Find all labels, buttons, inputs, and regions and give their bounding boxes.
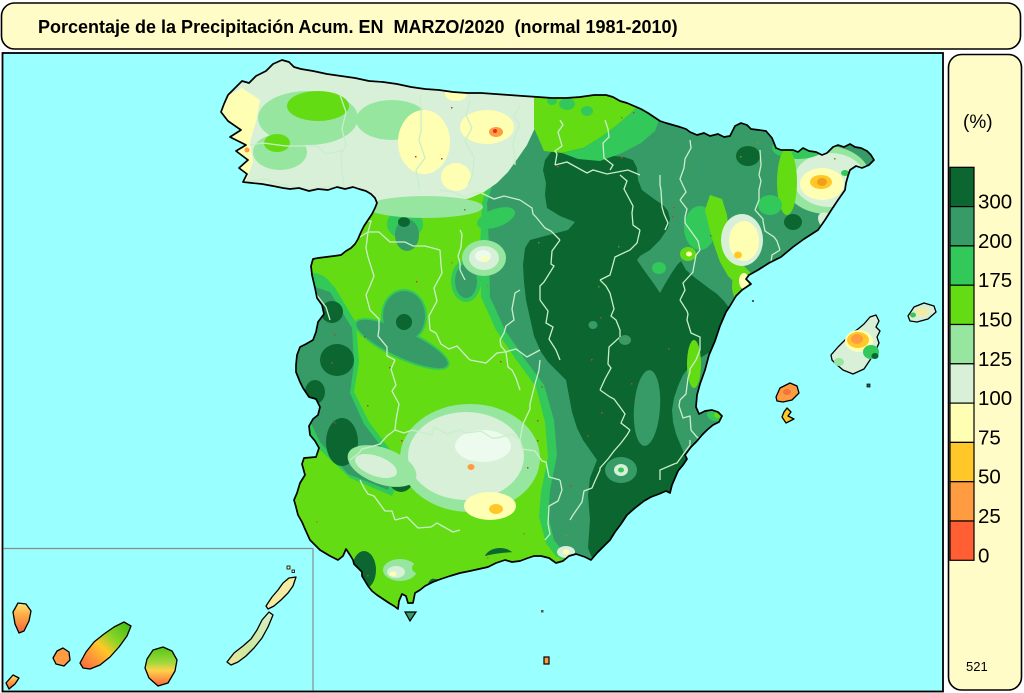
svg-text:300: 300 [978,191,1012,214]
svg-text:75: 75 [978,426,1001,449]
svg-text:50: 50 [978,466,1001,489]
svg-text:175: 175 [978,269,1012,292]
svg-text:125: 125 [978,348,1012,371]
svg-text:0: 0 [978,544,989,567]
svg-text:521: 521 [966,659,988,674]
svg-text:150: 150 [978,309,1012,332]
svg-text:(%): (%) [963,112,993,133]
svg-text:25: 25 [978,505,1001,528]
svg-text:Porcentaje de la Precipitación: Porcentaje de la Precipitación Acum. EN … [38,17,678,37]
svg-text:100: 100 [978,387,1012,410]
svg-text:200: 200 [978,230,1012,253]
